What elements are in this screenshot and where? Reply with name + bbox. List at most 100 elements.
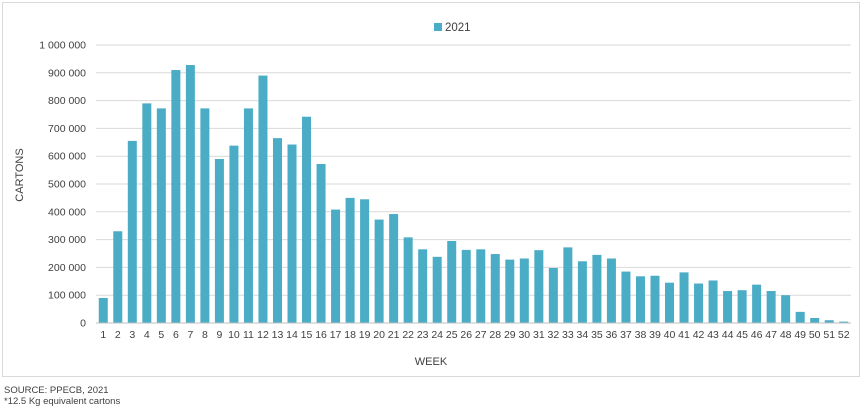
bar-week-51 <box>824 320 834 323</box>
x-tick-label: 47 <box>765 329 777 341</box>
x-tick-label: 41 <box>678 329 690 341</box>
x-tick-label: 23 <box>417 329 429 341</box>
x-tick-label: 19 <box>359 329 371 341</box>
bar-week-27 <box>476 249 486 323</box>
y-tick-label: 300 000 <box>48 234 86 246</box>
chart-notes: SOURCE: PPECB, 2021 *12.5 Kg equivalent … <box>4 385 120 407</box>
x-tick-label: 7 <box>187 329 193 341</box>
x-tick-label: 45 <box>736 329 748 341</box>
y-tick-label: 400 000 <box>48 206 86 218</box>
bar-week-37 <box>621 271 631 323</box>
y-tick-label: 800 000 <box>48 95 86 107</box>
bar-week-12 <box>258 75 268 323</box>
x-tick-label: 21 <box>388 329 400 341</box>
x-tick-label: 43 <box>707 329 719 341</box>
x-tick-label: 8 <box>202 329 208 341</box>
bar-week-21 <box>389 214 399 323</box>
bar-week-17 <box>331 209 341 323</box>
bar-week-36 <box>606 258 616 323</box>
x-tick-label: 27 <box>475 329 487 341</box>
x-tick-label: 30 <box>518 329 530 341</box>
bar-week-13 <box>272 138 282 323</box>
bar-week-4 <box>142 103 152 323</box>
x-tick-label: 38 <box>635 329 647 341</box>
x-tick-label: 44 <box>722 329 734 341</box>
x-tick-label: 46 <box>751 329 763 341</box>
bar-week-34 <box>577 261 587 323</box>
x-tick-label: 26 <box>460 329 472 341</box>
x-tick-label: 25 <box>446 329 458 341</box>
y-tick-label: 700 000 <box>48 123 86 135</box>
x-tick-label: 12 <box>257 329 269 341</box>
bar-week-33 <box>563 247 573 323</box>
bar-week-22 <box>403 237 413 323</box>
legend-label-2021: 2021 <box>445 22 471 34</box>
x-tick-label: 39 <box>649 329 661 341</box>
y-axis-title: CARTONS <box>14 148 26 201</box>
x-tick-label: 18 <box>344 329 356 341</box>
legend: 2021 <box>434 22 471 34</box>
x-tick-label: 32 <box>548 329 560 341</box>
y-tick-label: 100 000 <box>48 290 86 302</box>
bar-week-45 <box>737 290 747 323</box>
x-tick-label: 34 <box>577 329 589 341</box>
bar-week-26 <box>461 249 471 323</box>
x-tick-label: 10 <box>228 329 240 341</box>
bar-week-49 <box>795 311 805 323</box>
x-tick-label: 36 <box>606 329 618 341</box>
bar-week-42 <box>694 283 704 323</box>
bar-week-23 <box>418 249 428 323</box>
bar-week-24 <box>432 256 442 323</box>
footnote: *12.5 Kg equivalent cartons <box>4 396 121 407</box>
x-tick-label: 29 <box>504 329 516 341</box>
x-tick-label: 9 <box>216 329 222 341</box>
x-tick-label: 50 <box>809 329 821 341</box>
bar-week-10 <box>229 145 239 323</box>
chart-frame: 0 100 000 200 000 300 000 400 000 500 000 600 … <box>2 2 860 377</box>
bar-week-40 <box>665 282 675 323</box>
x-tick-label: 31 <box>533 329 545 341</box>
y-axis-tick-labels: 0 100 000 200 000 300 000 400 000 500 000 600 … <box>39 40 86 330</box>
bar-week-48 <box>781 295 791 323</box>
bar-week-30 <box>519 258 529 323</box>
y-tick-label: 200 000 <box>48 262 86 274</box>
bar-week-25 <box>447 240 457 323</box>
x-tick-label: 2 <box>115 329 121 341</box>
bar-week-3 <box>127 140 137 323</box>
x-tick-label: 51 <box>823 329 835 341</box>
bar-week-15 <box>302 116 312 323</box>
x-tick-label: 42 <box>693 329 705 341</box>
bar-week-6 <box>171 70 181 324</box>
x-tick-label: 16 <box>315 329 327 341</box>
y-tick-label: 500 000 <box>48 179 86 191</box>
bar-week-29 <box>505 259 515 323</box>
x-tick-label: 5 <box>158 329 164 341</box>
bar-week-1 <box>98 297 108 323</box>
x-tick-label: 13 <box>272 329 284 341</box>
x-tick-label: 11 <box>243 329 254 341</box>
x-tick-label: 48 <box>780 329 792 341</box>
bar-week-18 <box>345 197 355 323</box>
bar-week-35 <box>592 254 602 323</box>
y-tick-label: 1 000 000 <box>39 40 86 52</box>
x-tick-label: 35 <box>591 329 603 341</box>
x-axis-tick-labels: 1 2 3 4 5 6 7 8 9 10 11 12 13 14 15 16 17 18 19 20 21 22 23 24 2… <box>100 329 849 341</box>
bar-week-46 <box>752 284 762 323</box>
x-tick-label: 3 <box>129 329 135 341</box>
legend-swatch <box>434 23 442 31</box>
bar-week-16 <box>316 163 326 323</box>
bar-week-19 <box>360 199 370 323</box>
x-tick-label: 1 <box>100 329 106 341</box>
bar-week-8 <box>200 108 210 323</box>
bar-week-44 <box>723 291 733 323</box>
bar-week-47 <box>766 291 776 323</box>
bar-week-9 <box>214 158 224 323</box>
x-tick-label: 20 <box>373 329 385 341</box>
x-tick-label: 33 <box>562 329 574 341</box>
bar-week-41 <box>679 272 689 323</box>
bar-week-52 <box>839 321 849 323</box>
x-tick-label: 17 <box>330 329 342 341</box>
x-tick-label: 52 <box>838 329 850 341</box>
bar-week-43 <box>708 280 718 323</box>
bar-week-28 <box>490 254 500 323</box>
